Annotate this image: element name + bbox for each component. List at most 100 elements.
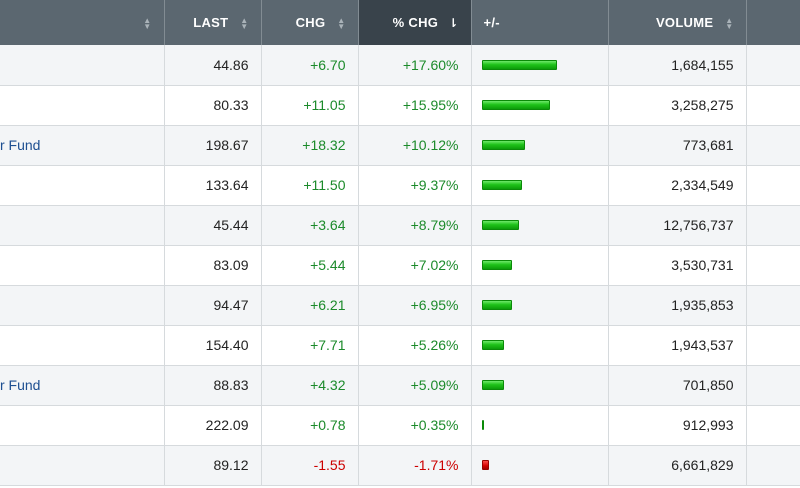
cell-name[interactable] — [0, 165, 165, 206]
column-header-label: LAST — [193, 15, 229, 30]
cell-pct-chg: +9.37% — [358, 165, 472, 206]
cell-name[interactable] — [0, 205, 165, 246]
table-row[interactable]: 45.44 +3.64 +8.79% 12,756,737 — [0, 205, 800, 246]
cell-extra — [746, 325, 800, 366]
cell-extra — [746, 405, 800, 446]
table-row[interactable]: 94.47 +6.21 +6.95% 1,935,853 — [0, 285, 800, 326]
fund-name-link[interactable]: r Fund — [0, 137, 41, 153]
cell-extra — [746, 125, 800, 166]
table-row[interactable]: 154.40 +7.71 +5.26% 1,943,537 — [0, 325, 800, 366]
column-header-pct-chg[interactable]: % CHG ⇂ — [358, 0, 472, 45]
table-row[interactable]: 133.64 +11.50 +9.37% 2,334,549 — [0, 165, 800, 206]
table-row[interactable]: 80.33 +11.05 +15.95% 3,258,275 — [0, 85, 800, 126]
cell-volume: 3,258,275 — [608, 85, 747, 126]
change-bar — [481, 380, 504, 390]
cell-volume: 773,681 — [608, 125, 747, 166]
cell-name[interactable]: r Fund — [0, 125, 165, 166]
cell-pct-chg: +15.95% — [358, 85, 472, 126]
cell-change-bar — [471, 85, 609, 126]
change-bar — [481, 140, 525, 150]
cell-chg: -1.55 — [261, 445, 359, 486]
sort-arrows-icon: ▲ ▼ — [337, 15, 346, 31]
change-bar — [481, 340, 504, 350]
cell-last: 94.47 — [164, 285, 262, 326]
cell-change-bar — [471, 245, 609, 286]
cell-volume: 1,935,853 — [608, 285, 747, 326]
cell-name[interactable] — [0, 245, 165, 286]
cell-name[interactable] — [0, 405, 165, 446]
table-row[interactable]: 44.86 +6.70 +17.60% 1,684,155 — [0, 45, 800, 86]
cell-last: 45.44 — [164, 205, 262, 246]
cell-pct-chg: +6.95% — [358, 285, 472, 326]
cell-change-bar — [471, 125, 609, 166]
change-bar — [481, 180, 522, 190]
column-header-label: VOLUME — [655, 15, 714, 30]
fund-name-link[interactable]: r Fund — [0, 377, 41, 393]
cell-chg: +18.32 — [261, 125, 359, 166]
cell-extra — [746, 205, 800, 246]
cell-name[interactable] — [0, 285, 165, 326]
column-header-volume[interactable]: VOLUME ▲ ▼ — [608, 0, 747, 45]
cell-extra — [746, 445, 800, 486]
column-header-extra[interactable] — [746, 0, 800, 45]
cell-extra — [746, 45, 800, 86]
cell-name[interactable]: r Fund — [0, 365, 165, 406]
column-header-label: % CHG — [392, 14, 439, 30]
cell-pct-chg: +8.79% — [358, 205, 472, 246]
column-header-name[interactable]: ▲ ▼ — [0, 0, 165, 45]
table-row[interactable]: 89.12 -1.55 -1.71% 6,661,829 — [0, 445, 800, 486]
cell-volume: 1,943,537 — [608, 325, 747, 366]
cell-chg: +6.21 — [261, 285, 359, 326]
cell-pct-chg: +10.12% — [358, 125, 472, 166]
column-header-last[interactable]: LAST ▲ ▼ — [164, 0, 262, 45]
cell-change-bar — [471, 45, 609, 86]
cell-pct-chg: +0.35% — [358, 405, 472, 446]
change-bar — [481, 59, 557, 70]
header-row: ▲ ▼ LAST ▲ ▼ CHG ▲ ▼ % CHG ⇂ +/- VOLUME ▲ ▼ — [0, 0, 800, 45]
cell-pct-chg: +17.60% — [358, 45, 472, 86]
cell-last: 44.86 — [164, 45, 262, 86]
cell-change-bar — [471, 205, 609, 246]
cell-pct-chg: +7.02% — [358, 245, 472, 286]
cell-name[interactable] — [0, 45, 165, 86]
cell-chg: +6.70 — [261, 45, 359, 86]
cell-change-bar — [471, 165, 609, 206]
cell-chg: +5.44 — [261, 245, 359, 286]
table-row[interactable]: 222.09 +0.78 +0.35% 912,993 — [0, 405, 800, 446]
change-bar — [481, 100, 550, 110]
cell-extra — [746, 165, 800, 206]
cell-extra — [746, 85, 800, 126]
sort-arrows-icon: ▲ ▼ — [725, 15, 734, 31]
cell-name[interactable] — [0, 445, 165, 486]
cell-chg: +11.05 — [261, 85, 359, 126]
cell-chg: +0.78 — [261, 405, 359, 446]
cell-last: 154.40 — [164, 325, 262, 366]
cell-last: 133.64 — [164, 165, 262, 206]
table-row[interactable]: r Fund 88.83 +4.32 +5.09% 701,850 — [0, 365, 800, 406]
change-bar — [481, 460, 489, 470]
table-row[interactable]: r Fund 198.67 +18.32 +10.12% 773,681 — [0, 125, 800, 166]
cell-name[interactable] — [0, 325, 165, 366]
cell-volume: 12,756,737 — [608, 205, 747, 246]
cell-change-bar — [471, 445, 609, 486]
table-row[interactable]: 83.09 +5.44 +7.02% 3,530,731 — [0, 245, 800, 286]
cell-extra — [746, 365, 800, 406]
cell-last: 88.83 — [164, 365, 262, 406]
column-header-chg[interactable]: CHG ▲ ▼ — [261, 0, 359, 45]
column-header-plus-minus[interactable]: +/- — [471, 0, 609, 45]
cell-chg: +3.64 — [261, 205, 359, 246]
sort-arrows-icon: ▲ ▼ — [240, 15, 249, 31]
change-bar — [481, 300, 512, 310]
cell-extra — [746, 245, 800, 286]
cell-volume: 701,850 — [608, 365, 747, 406]
cell-volume: 6,661,829 — [608, 445, 747, 486]
column-header-label: +/- — [483, 15, 500, 30]
cell-name[interactable] — [0, 85, 165, 126]
cell-extra — [746, 285, 800, 326]
cell-pct-chg: +5.26% — [358, 325, 472, 366]
cell-change-bar — [471, 285, 609, 326]
cell-change-bar — [471, 325, 609, 366]
change-bar — [481, 260, 512, 270]
cell-volume: 1,684,155 — [608, 45, 747, 86]
